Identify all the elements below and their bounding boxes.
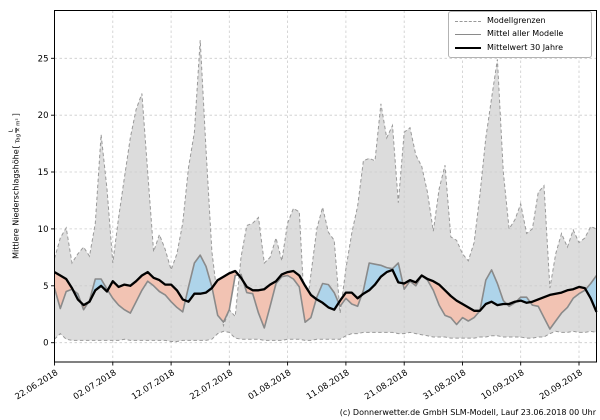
legend: Modellgrenzen Mittel aller Modelle Mitte… [448,11,592,59]
y-axis-label: Mittlere Niederschlagshöhe [ L Tag × m² … [8,113,22,259]
x-tick-label: 11.08.2018 [305,368,352,402]
below-normal-area [54,272,73,309]
legend-item-mittel-aller-modelle: Mittel aller Modelle [455,29,585,39]
x-tick-label: 10.09.2018 [480,368,527,402]
x-tick-label: 02.07.2018 [72,368,119,402]
x-tick-label: 22.06.2018 [14,368,61,402]
legend-label: Mittelwert 30 Jahre [487,42,564,52]
y-axis-unit-denominator: Tag × m² [15,118,22,144]
below-normal-area [107,272,186,314]
x-tick-label: 31.08.2018 [422,368,469,402]
below-normal-area [421,275,480,325]
y-tick-label: 0 [43,339,48,349]
y-axis-label-text: Mittlere Niederschlagshöhe [11,149,21,259]
model-range-envelope-area [54,40,597,342]
y-axis-unit-fraction: L Tag × m² [8,118,22,144]
x-tick-label: 01.08.2018 [247,368,294,402]
black-line-sample-icon [455,46,481,49]
legend-label: Mittel aller Modelle [487,29,564,39]
legend-item-modellgrenzen: Modellgrenzen [455,16,585,26]
mean-30-years-line [53,268,598,313]
x-tick-label: 22.07.2018 [188,368,235,402]
model-lower-bound-line [54,330,597,342]
x-tick-label: 20.09.2018 [538,368,585,402]
below-normal-area [243,271,317,328]
y-tick-label: 25 [38,54,49,64]
legend-item-mittelwert-30-jahre: Mittelwert 30 Jahre [455,42,585,53]
x-tick-label: 12.07.2018 [130,368,177,402]
y-axis-unit-bracket-close: ] [11,113,21,117]
legend-label: Modellgrenzen [487,16,546,25]
below-normal-area [212,271,239,323]
model-upper-bound-line [54,40,597,328]
dashed-line-sample-icon [455,20,481,22]
y-tick-label: 15 [38,168,49,178]
plot-border [54,10,597,363]
y-tick-label: 5 [43,282,48,292]
y-tick-label: 10 [38,225,49,235]
above-normal-area [316,283,339,310]
gray-line-sample-icon [455,34,481,36]
above-normal-area [88,279,108,303]
y-tick-label: 20 [38,111,49,121]
copyright-footer: (c) Donnerwetter.de GmbH SLM-Modell, Lau… [339,408,596,417]
y-axis-unit-bracket-open: [ [11,145,21,149]
x-tick-label: 21.08.2018 [363,368,410,402]
